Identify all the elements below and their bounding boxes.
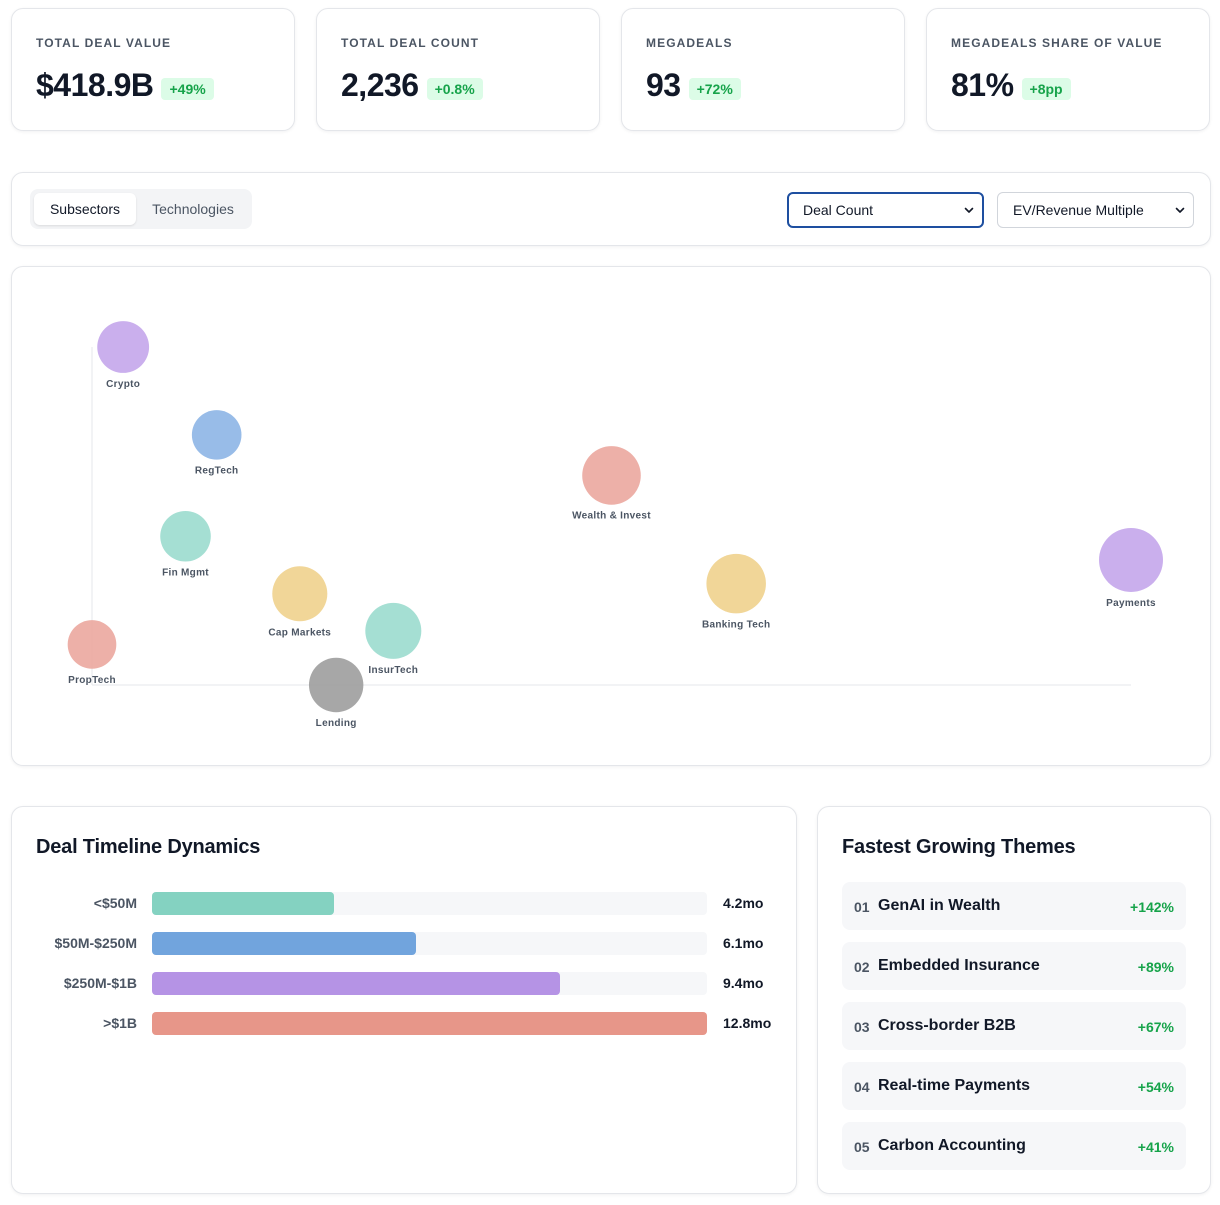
kpi-value: 81% <box>951 67 1014 103</box>
timeline-row: <$50M 4.2mo <box>12 891 798 915</box>
chevron-down-icon <box>964 194 974 226</box>
theme-rank: 04 <box>854 1079 870 1095</box>
bubble-label: Banking Tech <box>702 619 770 630</box>
kpi-label: MEGADEALS <box>646 36 733 50</box>
controls-bar: Subsectors Technologies Deal Count EV/Re… <box>11 172 1211 246</box>
bubble-label: Wealth & Invest <box>572 511 651 522</box>
theme-name: GenAI in Wealth <box>878 897 1001 914</box>
x-metric-selected-value: Deal Count <box>803 202 874 218</box>
kpi-change-badge: +8pp <box>1021 77 1071 100</box>
theme-list-item[interactable]: 03 Cross-border B2B +67% <box>842 1002 1186 1050</box>
bubble-point[interactable] <box>365 602 422 659</box>
kpi-value: $418.9B <box>36 67 154 103</box>
bubble-point[interactable] <box>67 620 117 669</box>
kpi-card-total-deal-value: TOTAL DEAL VALUE $418.9B +49% <box>11 8 295 131</box>
timeline-bar-fill <box>152 892 335 915</box>
bubble-label: PropTech <box>68 675 116 686</box>
kpi-change-badge: +0.8% <box>426 77 483 100</box>
timeline-row-value: 6.1mo <box>723 935 764 951</box>
bubble-label: Crypto <box>106 379 140 390</box>
bubble-label: Fin Mgmt <box>162 568 209 579</box>
timeline-row-label: $250M-$1B <box>63 975 137 991</box>
kpi-card-megadeals: MEGADEALS 93 +72% <box>621 8 905 131</box>
bubble-label: InsurTech <box>368 665 418 676</box>
bubble-chart: Crypto RegTech Wealth & Invest Fin Mgmt Paym… <box>67 321 1163 729</box>
panel-title: Deal Timeline Dynamics <box>36 836 261 858</box>
kpi-value: 2,236 <box>341 67 419 103</box>
timeline-bar-track <box>152 932 707 955</box>
bubble-point[interactable] <box>160 511 211 562</box>
kpi-card-total-deal-count: TOTAL DEAL COUNT 2,236 +0.8% <box>316 8 600 131</box>
y-metric-selected-value: EV/Revenue Multiple <box>1013 202 1144 218</box>
timeline-row-value: 4.2mo <box>723 895 764 911</box>
timeline-row-value: 12.8mo <box>723 1015 772 1031</box>
theme-rank: 02 <box>854 959 870 975</box>
tab-technologies[interactable]: Technologies <box>152 201 234 217</box>
timeline-row: >$1B 12.8mo <box>12 1011 798 1035</box>
timeline-bar-track <box>152 892 707 915</box>
kpi-label: TOTAL DEAL VALUE <box>36 36 172 50</box>
theme-growth: +41% <box>1137 1139 1174 1155</box>
theme-name: Embedded Insurance <box>878 957 1040 974</box>
deal-timeline-panel: Deal Timeline Dynamics <$50M 4.2mo $50M-$2… <box>11 806 797 1194</box>
kpi-value: 93 <box>646 67 681 103</box>
bubble-point[interactable] <box>582 446 641 505</box>
view-toggle: Subsectors Technologies <box>30 189 252 229</box>
theme-growth: +89% <box>1137 959 1174 975</box>
theme-name: Carbon Accounting <box>878 1137 1026 1154</box>
timeline-bar-fill <box>152 932 417 955</box>
theme-rank: 03 <box>854 1019 870 1035</box>
growing-themes-panel: Fastest Growing Themes 01 GenAI in Wealth… <box>817 806 1211 1194</box>
theme-growth: +54% <box>1137 1079 1174 1095</box>
bubble-point[interactable] <box>97 321 150 373</box>
bubble-point[interactable] <box>191 410 242 460</box>
bubble-point[interactable] <box>272 566 328 622</box>
timeline-bar-fill <box>152 1012 707 1035</box>
kpi-card-megadeals-share: MEGADEALS SHARE OF VALUE 81% +8pp <box>926 8 1210 131</box>
timeline-row-label: >$1B <box>103 1015 137 1031</box>
theme-list-item[interactable]: 02 Embedded Insurance +89% <box>842 942 1186 990</box>
bubble-label: Payments <box>1106 598 1156 609</box>
theme-list-item[interactable]: 04 Real-time Payments +54% <box>842 1062 1186 1110</box>
timeline-row-value: 9.4mo <box>723 975 764 991</box>
kpi-label: TOTAL DEAL COUNT <box>341 36 480 50</box>
timeline-bar-track <box>152 1012 707 1035</box>
timeline-row: $250M-$1B 9.4mo <box>12 971 798 995</box>
theme-growth: +142% <box>1130 899 1174 915</box>
theme-growth: +67% <box>1137 1019 1174 1035</box>
y-metric-select[interactable]: EV/Revenue Multiple <box>997 192 1194 228</box>
bubble-chart-panel: Crypto RegTech Wealth & Invest Fin Mgmt Paym… <box>11 266 1211 766</box>
theme-rank: 01 <box>854 899 870 915</box>
bubble-point[interactable] <box>308 657 364 713</box>
bubble-label: Lending <box>316 718 357 729</box>
timeline-row-label: $50M-$250M <box>54 935 138 951</box>
bubble-label: RegTech <box>195 466 239 477</box>
timeline-row: $50M-$250M 6.1mo <box>12 931 798 955</box>
bubble-label: Cap Markets <box>268 627 331 638</box>
kpi-change-badge: +49% <box>161 77 214 100</box>
x-metric-select[interactable]: Deal Count <box>787 192 984 228</box>
tab-subsectors[interactable]: Subsectors <box>34 193 136 225</box>
kpi-label: MEGADEALS SHARE OF VALUE <box>951 36 1163 50</box>
theme-list-item[interactable]: 05 Carbon Accounting +41% <box>842 1122 1186 1170</box>
bubble-point[interactable] <box>1099 527 1163 592</box>
theme-name: Cross-border B2B <box>878 1017 1016 1034</box>
kpi-change-badge: +72% <box>688 77 741 100</box>
chevron-down-icon <box>1175 193 1185 227</box>
theme-rank: 05 <box>854 1139 870 1155</box>
timeline-bar-fill <box>152 972 560 995</box>
timeline-bar-track <box>152 972 707 995</box>
timeline-row-label: <$50M <box>93 895 137 911</box>
panel-title: Fastest Growing Themes <box>842 836 1076 858</box>
theme-name: Real-time Payments <box>878 1077 1031 1094</box>
bubble-point[interactable] <box>706 553 766 614</box>
theme-list-item[interactable]: 01 GenAI in Wealth +142% <box>842 882 1186 930</box>
